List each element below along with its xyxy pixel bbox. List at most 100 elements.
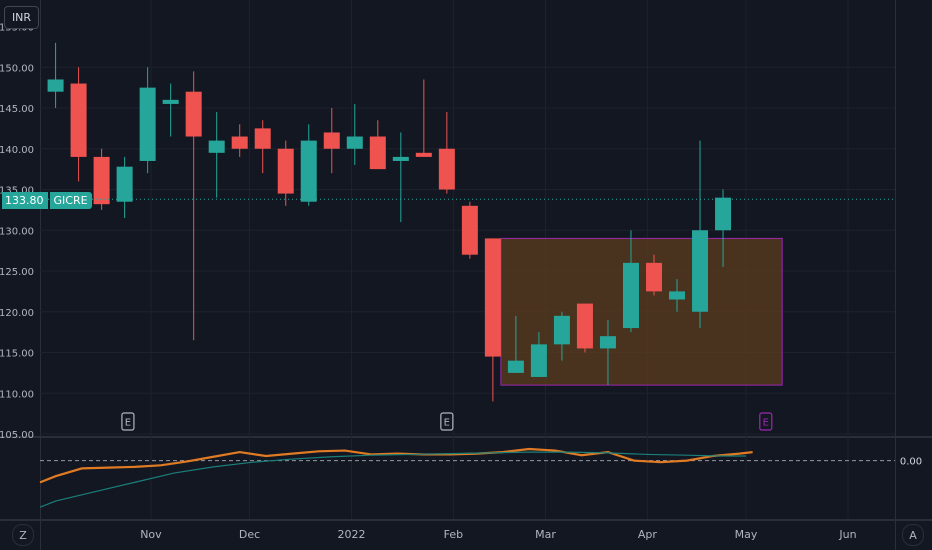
- candle-body: [369, 136, 386, 170]
- candle-body: [116, 166, 133, 202]
- zoom-label: Z: [19, 528, 27, 542]
- price-tick-label: 150.00: [0, 63, 34, 74]
- candle-body: [669, 291, 686, 300]
- earnings-marker[interactable]: E: [440, 412, 454, 431]
- zero-label: 0.00: [900, 457, 922, 468]
- candle-body: [392, 156, 409, 161]
- price-tick-label: 105.00: [0, 430, 34, 441]
- auto-scale-label: A: [909, 528, 917, 542]
- marker-letter: E: [444, 418, 450, 429]
- price-tick-label: 140.00: [0, 145, 34, 156]
- pane-divider[interactable]: [0, 436, 932, 438]
- candle-body: [254, 128, 271, 149]
- bearish-candle: [93, 148, 110, 210]
- bullish-candle: [715, 189, 732, 267]
- price-tick-label: 115.00: [0, 349, 34, 360]
- marker-letter: E: [125, 418, 131, 429]
- symbol-tag: GICRE: [49, 192, 92, 209]
- candle-body: [553, 315, 570, 345]
- candle-body: [300, 140, 317, 202]
- bullish-candle: [300, 124, 317, 206]
- candle-body: [185, 91, 202, 137]
- earnings-marker[interactable]: E: [121, 412, 135, 431]
- candle-body: [715, 197, 732, 231]
- candle-body: [622, 262, 639, 329]
- candle-body: [599, 336, 616, 349]
- time-tick-label: 2022: [337, 528, 365, 541]
- candle-body: [70, 83, 87, 157]
- bearish-candle: [185, 71, 202, 341]
- bullish-candle: [139, 67, 156, 174]
- candle-body: [139, 87, 156, 161]
- zoom-reset-button[interactable]: Z: [12, 524, 34, 546]
- bearish-candle: [323, 108, 340, 174]
- bullish-candle: [116, 156, 133, 219]
- candle-body: [692, 230, 709, 312]
- auto-scale-button[interactable]: A: [902, 524, 924, 546]
- time-tick-label: Mar: [535, 528, 556, 541]
- price-tick-label: 110.00: [0, 389, 34, 400]
- time-tick-label: Dec: [239, 528, 260, 541]
- bearish-candle: [645, 254, 662, 296]
- price-tick-label: 130.00: [0, 226, 34, 237]
- candle-body: [645, 262, 662, 292]
- bearish-candle: [369, 120, 386, 170]
- price-tick-label: 120.00: [0, 308, 34, 319]
- last-price-badge: 133.80 GICRE: [2, 192, 92, 209]
- candle-body: [231, 136, 248, 149]
- right-scale-divider: [895, 0, 896, 550]
- candlestick-series: [47, 42, 732, 402]
- bearish-candle: [231, 124, 248, 157]
- candle-body: [277, 148, 294, 194]
- bullish-candle: [553, 311, 570, 361]
- time-tick-label: Nov: [140, 528, 162, 541]
- bullish-candle: [392, 132, 409, 223]
- candle-body: [507, 360, 524, 373]
- candle-body: [438, 148, 455, 190]
- price-tick-label: 125.00: [0, 267, 34, 278]
- currency-badge[interactable]: INR: [4, 6, 39, 29]
- grid-lines: [40, 0, 895, 519]
- time-tick-label: May: [735, 528, 758, 541]
- candle-body: [530, 344, 547, 377]
- price-scale-divider: [40, 0, 41, 550]
- time-tick-label: Feb: [444, 528, 463, 541]
- marker-box: [440, 412, 454, 431]
- bullish-candle: [530, 332, 547, 377]
- time-tick-label: Apr: [638, 528, 658, 541]
- price-range-box: [500, 237, 783, 386]
- bearish-candle: [438, 112, 455, 194]
- candle-body: [461, 205, 478, 255]
- bullish-candle: [208, 112, 225, 198]
- bearish-candle: [70, 67, 87, 182]
- bearish-candle: [415, 79, 432, 157]
- bullish-candle: [692, 140, 709, 329]
- upcoming-earnings-marker[interactable]: E: [759, 412, 773, 431]
- bearish-candle: [277, 140, 294, 206]
- oscillator-line-signal: [39, 451, 747, 508]
- bearish-candle: [254, 120, 271, 174]
- bullish-candle: [599, 319, 616, 386]
- price-axis-labels: 155.00150.00145.00140.00135.00130.00125.…: [0, 23, 34, 442]
- candle-body: [208, 140, 225, 153]
- bullish-candle: [346, 103, 363, 166]
- candle-body: [93, 156, 110, 205]
- candle-body: [415, 152, 432, 157]
- currency-label: INR: [11, 11, 32, 24]
- time-tick-label: Jun: [838, 528, 856, 541]
- oscillator-line-primary: [39, 447, 753, 484]
- candle-body: [346, 136, 363, 149]
- candle-body: [323, 132, 340, 149]
- candle-body: [576, 303, 593, 349]
- bullish-candle: [669, 279, 686, 312]
- range-box-layer: [500, 237, 783, 386]
- bullish-candle: [162, 83, 179, 137]
- marker-letter: E: [763, 418, 769, 429]
- price-tick-label: 135.00: [0, 186, 34, 197]
- last-price-value: 133.80: [2, 192, 48, 209]
- time-axis-labels: Nov Dec 2022 Feb Mar Apr May Jun: [140, 528, 856, 541]
- time-axis-divider: [0, 519, 932, 521]
